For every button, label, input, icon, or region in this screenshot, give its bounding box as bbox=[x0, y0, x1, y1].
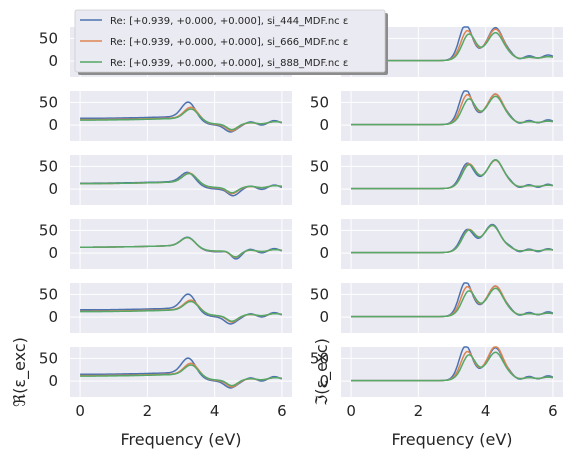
panel-imag-r5: 0 50 0 2 4 6 bbox=[310, 346, 563, 420]
series-line-real-r5-3 bbox=[80, 364, 283, 387]
series-line-imag-r2-3 bbox=[351, 159, 554, 190]
y-tick-label-real-r2: 0 bbox=[48, 180, 58, 198]
y-tick-label-real-r0: 0 bbox=[48, 52, 58, 70]
series-line-real-r4-3 bbox=[80, 300, 283, 322]
panel-imag-r2: 050 bbox=[310, 155, 563, 205]
series-line-imag-r3-3 bbox=[351, 224, 554, 254]
legend-entry-3: Re: [+0.939, +0.000, +0.000], si_888_MDF… bbox=[110, 58, 348, 69]
panel-bg-imag-r2 bbox=[341, 155, 563, 205]
x-tick-label-real-r5: 6 bbox=[277, 402, 287, 420]
series-line-imag-r4-3 bbox=[351, 287, 554, 318]
panel-real-r3: 050 bbox=[39, 219, 292, 269]
x-tick-label-real-r5: 2 bbox=[143, 402, 153, 420]
y-tick-label-real-r1: 50 bbox=[39, 93, 58, 111]
panel-bg-imag-r1 bbox=[341, 91, 563, 141]
x-tick-label-real-r5: 4 bbox=[210, 402, 220, 420]
y-tick-label-imag-r3: 0 bbox=[319, 244, 329, 262]
panel-bg-imag-r4 bbox=[341, 283, 563, 333]
panel-bg-real-r4 bbox=[70, 283, 292, 333]
panel-bg-real-r3 bbox=[70, 219, 292, 269]
y-tick-label-real-r2: 50 bbox=[39, 157, 58, 175]
y-axis-label-left: ℜ(ε_exc) bbox=[10, 337, 30, 407]
legend-box bbox=[74, 9, 386, 73]
legend: Re: [+0.939, +0.000, +0.000], si_444_MDF… bbox=[74, 9, 388, 75]
legend-entry-1: Re: [+0.939, +0.000, +0.000], si_444_MDF… bbox=[110, 16, 348, 27]
panel-real-r4: 050 bbox=[39, 283, 292, 333]
y-tick-label-imag-r3: 50 bbox=[310, 221, 329, 239]
panel-imag-r4: 050 bbox=[310, 282, 563, 333]
y-axis-label-right: ℑ(ε_exc) bbox=[312, 338, 332, 406]
panel-real-r2: 050 bbox=[39, 155, 292, 205]
series-line-imag-r1-3 bbox=[351, 95, 554, 126]
y-tick-label-imag-r1: 0 bbox=[319, 116, 329, 134]
y-tick-label-real-r1: 0 bbox=[48, 116, 58, 134]
y-tick-label-imag-r4: 0 bbox=[319, 308, 329, 326]
y-tick-label-imag-r4: 50 bbox=[310, 285, 329, 303]
x-axis-label-right: Frequency (eV) bbox=[391, 430, 512, 449]
series-line-real-r3-3 bbox=[80, 236, 282, 258]
y-tick-label-real-r3: 50 bbox=[39, 221, 58, 239]
panel-real-r1: 050 bbox=[39, 91, 292, 141]
x-tick-label-real-r5: 0 bbox=[75, 402, 85, 420]
y-tick-label-real-r4: 0 bbox=[48, 308, 58, 326]
y-tick-label-imag-r5: 0 bbox=[319, 372, 329, 390]
panel-bg-imag-r5 bbox=[341, 347, 563, 397]
x-tick-label-imag-r5: 2 bbox=[414, 402, 424, 420]
panel-bg-imag-r3 bbox=[341, 219, 563, 269]
series-line-imag-r5-3 bbox=[351, 351, 554, 382]
panel-bg-real-r2 bbox=[70, 155, 292, 205]
panel-real-r5: 0 50 0 2 4 6 bbox=[39, 347, 292, 420]
x-tick-label-imag-r5: 6 bbox=[548, 402, 558, 420]
y-tick-label-real-r5: 50 bbox=[39, 349, 58, 367]
x-tick-label-imag-r5: 0 bbox=[346, 402, 356, 420]
y-tick-label-imag-r1: 50 bbox=[310, 93, 329, 111]
legend-entry-2: Re: [+0.939, +0.000, +0.000], si_666_MDF… bbox=[110, 37, 348, 48]
y-tick-label-real-r4: 50 bbox=[39, 285, 58, 303]
x-tick-label-imag-r5: 4 bbox=[481, 402, 491, 420]
panel-imag-r3: 050 bbox=[310, 219, 563, 269]
x-axis-label-left: Frequency (eV) bbox=[120, 430, 241, 449]
y-tick-label-imag-r2: 0 bbox=[319, 180, 329, 198]
y-tick-label-real-r0: 50 bbox=[39, 29, 58, 47]
series-line-real-r2-3 bbox=[80, 172, 282, 194]
y-tick-label-imag-r2: 50 bbox=[310, 157, 329, 175]
axis-labels: Frequency (eV) Frequency (eV) ℜ(ε_exc) ℑ… bbox=[10, 337, 513, 449]
panel-imag-r1: 050 bbox=[310, 90, 563, 141]
panels: 0500500500500500500500500500500500246050… bbox=[39, 26, 563, 420]
y-tick-label-imag-r5: 50 bbox=[310, 349, 329, 367]
series-line-real-r1-3 bbox=[80, 108, 283, 131]
y-tick-label-real-r3: 0 bbox=[48, 244, 58, 262]
y-tick-label-real-r5: 0 bbox=[48, 372, 58, 390]
